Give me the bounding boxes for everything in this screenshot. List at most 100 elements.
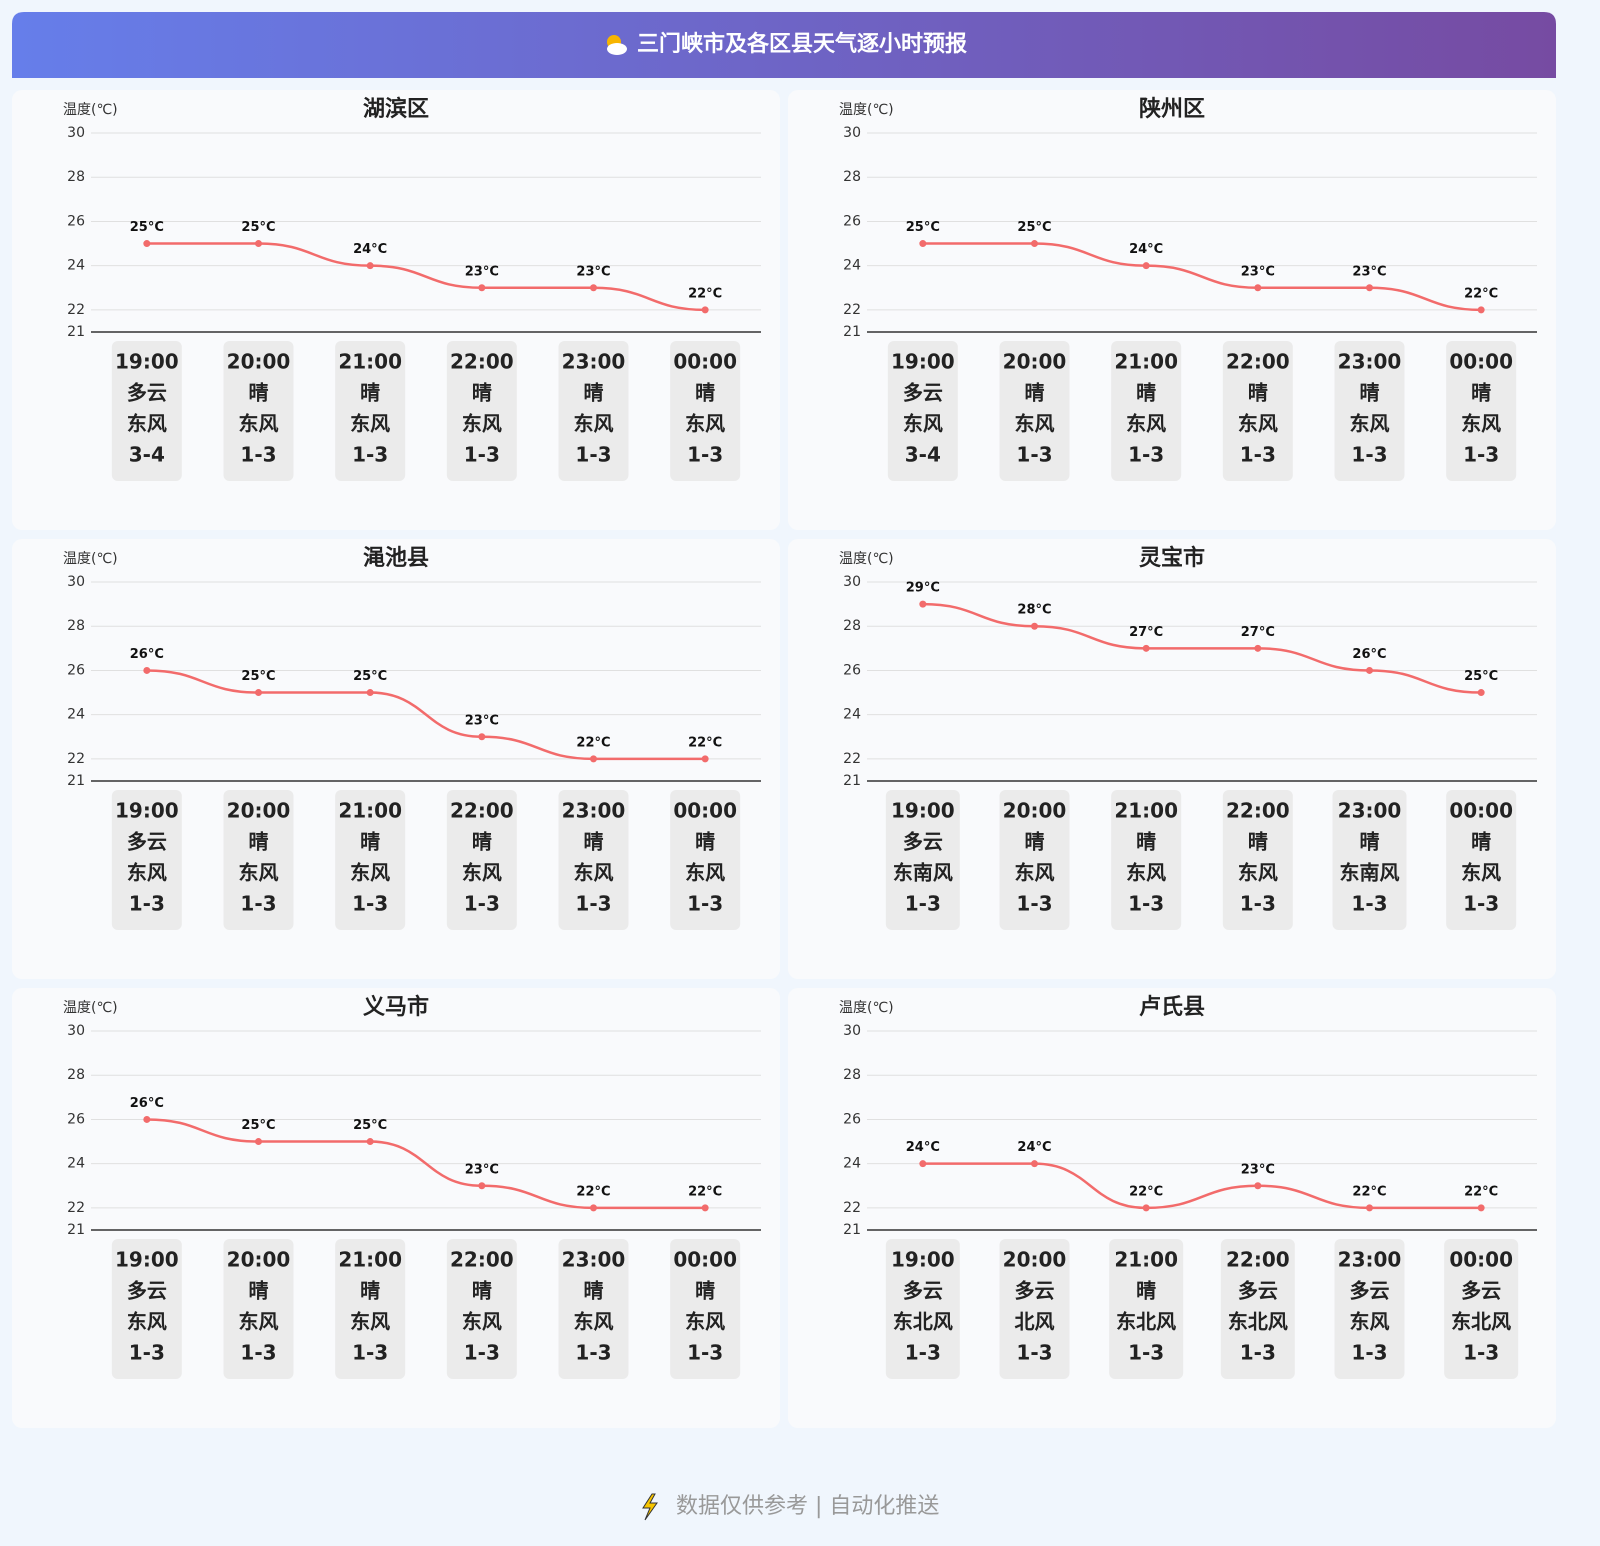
forecast-wind: 东风 [685, 412, 725, 436]
forecast-wind-level: 1-3 [575, 443, 611, 467]
forecast-wind-level: 1-3 [1128, 443, 1164, 467]
data-label: 25°C [241, 220, 275, 235]
forecast-wind-level: 1-3 [1240, 892, 1276, 916]
y-tick-label: 26 [67, 1111, 85, 1127]
forecast-time: 20:00 [227, 1248, 291, 1272]
forecast-card [446, 790, 517, 930]
forecast-wind: 东风 [127, 861, 167, 885]
y-tick-label: 28 [843, 618, 861, 634]
forecast-wind-level: 1-3 [240, 443, 276, 467]
forecast-wind: 东北风 [1451, 1310, 1511, 1334]
data-label: 23°C [1352, 264, 1386, 279]
data-point [919, 1160, 927, 1168]
data-point [478, 733, 486, 741]
forecast-weather: 晴 [695, 830, 715, 854]
forecast-time: 22:00 [1226, 350, 1290, 374]
data-label: 29°C [906, 581, 940, 596]
data-point [1477, 306, 1485, 314]
forecast-wind-level: 1-3 [1128, 1341, 1164, 1365]
data-point [366, 1138, 374, 1146]
forecast-wind-level: 1-3 [129, 1341, 165, 1365]
forecast-wind: 东风 [1461, 861, 1501, 885]
forecast-wind-level: 1-3 [1351, 443, 1387, 467]
data-point [1366, 666, 1373, 674]
forecast-time: 22:00 [1226, 799, 1290, 823]
forecast-time: 21:00 [1114, 1248, 1178, 1272]
y-tick-label: 30 [843, 1023, 861, 1039]
forecast-card [1446, 790, 1517, 930]
data-point [366, 689, 374, 697]
forecast-wind: 东风 [574, 861, 614, 885]
forecast-wind-level: 1-3 [464, 1341, 500, 1365]
forecast-wind: 东风 [350, 412, 390, 436]
forecast-card [670, 341, 741, 481]
y-tick-label: 30 [843, 125, 861, 141]
forecast-weather: 晴 [1360, 381, 1380, 405]
forecast-card [670, 1239, 741, 1379]
data-point [1031, 1160, 1038, 1168]
data-point [255, 689, 262, 697]
forecast-card [1334, 1239, 1405, 1379]
data-point [701, 306, 709, 314]
forecast-time: 19:00 [891, 350, 955, 374]
forecast-wind-level: 1-3 [905, 1341, 941, 1365]
forecast-weather: 多云 [1461, 1279, 1501, 1303]
y-tick-label: 21 [67, 1222, 85, 1238]
data-point [1142, 1204, 1150, 1212]
y-tick-label: 26 [843, 213, 861, 229]
y-tick-label: 30 [67, 1023, 85, 1039]
forecast-time: 23:00 [1338, 1248, 1402, 1272]
data-point [478, 1182, 486, 1190]
data-point [1142, 262, 1150, 270]
forecast-weather: 多云 [1238, 1279, 1278, 1303]
forecast-time: 22:00 [450, 350, 514, 374]
data-label: 26°C [1352, 647, 1386, 662]
data-label: 23°C [576, 264, 610, 279]
forecast-wind: 东风 [239, 1310, 279, 1334]
y-tick-label: 22 [843, 302, 861, 318]
forecast-wind: 东风 [1126, 412, 1166, 436]
forecast-wind: 东风 [350, 861, 390, 885]
forecast-wind-level: 1-3 [1463, 1341, 1499, 1365]
forecast-wind-level: 1-3 [1016, 1341, 1052, 1365]
forecast-card [1222, 341, 1293, 481]
forecast-weather: 晴 [695, 381, 715, 405]
y-axis-label: 温度(℃) [839, 551, 894, 567]
forecast-card [999, 790, 1070, 930]
data-label: 22°C [576, 1184, 610, 1199]
data-label: 25°C [241, 1118, 275, 1133]
forecast-wind: 东北风 [893, 1310, 953, 1334]
data-label: 24°C [1129, 242, 1163, 257]
forecast-weather: 晴 [360, 381, 380, 405]
forecast-weather: 晴 [584, 381, 604, 405]
temperature-line [922, 242, 1482, 312]
forecast-card [1444, 1239, 1519, 1379]
forecast-time: 20:00 [227, 799, 291, 823]
forecast-weather: 晴 [584, 830, 604, 854]
forecast-time: 23:00 [1338, 799, 1402, 823]
data-label: 27°C [1241, 625, 1275, 640]
data-point [590, 755, 597, 763]
data-label: 23°C [1241, 264, 1275, 279]
forecast-wind: 东风 [239, 412, 279, 436]
forecast-wind-level: 1-3 [352, 1341, 388, 1365]
forecast-weather: 晴 [1360, 830, 1380, 854]
forecast-card [335, 341, 406, 481]
chart-title: 渑池县 [363, 546, 429, 571]
forecast-wind-level: 1-3 [352, 443, 388, 467]
y-tick-label: 22 [67, 751, 85, 767]
forecast-time: 00:00 [673, 1248, 737, 1272]
forecast-wind-level: 1-3 [575, 1341, 611, 1365]
forecast-time: 19:00 [891, 799, 955, 823]
forecast-card [558, 1239, 629, 1379]
footer-icon [642, 1493, 658, 1521]
forecast-weather: 多云 [127, 1279, 167, 1303]
forecast-time: 00:00 [1449, 350, 1513, 374]
forecast-wind-level: 1-3 [464, 892, 500, 916]
data-label: 22°C [1352, 1184, 1386, 1199]
y-tick-label: 24 [67, 258, 85, 274]
forecast-time: 20:00 [1003, 1248, 1067, 1272]
forecast-wind: 东风 [1126, 861, 1166, 885]
y-tick-label: 30 [67, 574, 85, 590]
